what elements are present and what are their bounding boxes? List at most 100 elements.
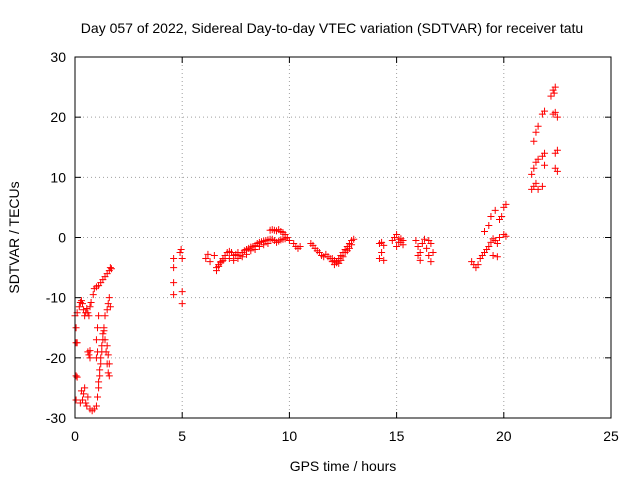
data-point [393, 243, 401, 251]
data-point [107, 265, 115, 273]
data-point [238, 253, 246, 261]
data-point [94, 393, 102, 401]
data-point [553, 113, 561, 121]
data-point [541, 107, 549, 115]
data-point [87, 298, 95, 306]
data-point [97, 360, 105, 368]
data-point [481, 227, 489, 235]
data-point [530, 137, 538, 145]
data-point [551, 108, 559, 116]
data-point [493, 240, 501, 248]
data-point [412, 237, 420, 245]
data-point [337, 256, 345, 264]
data-point [178, 255, 186, 263]
data-point [251, 246, 259, 254]
data-point [84, 309, 92, 317]
y-tick-label: 30 [50, 49, 66, 65]
data-point [92, 336, 100, 344]
data-point [532, 179, 540, 187]
y-tick-label: 20 [50, 109, 66, 125]
data-point [95, 312, 103, 320]
data-point [86, 347, 94, 355]
data-point [170, 264, 178, 272]
data-point [553, 146, 561, 154]
data-point [85, 312, 93, 320]
data-point [82, 399, 90, 407]
x-tick-label: 5 [178, 428, 186, 444]
data-point [84, 393, 92, 401]
data-point [418, 240, 426, 248]
data-point [528, 170, 536, 178]
data-point [104, 369, 112, 377]
data-point [547, 92, 555, 100]
data-point [498, 212, 506, 220]
data-point [339, 253, 347, 261]
data-point [375, 255, 383, 263]
data-point [83, 402, 91, 410]
data-point [429, 249, 437, 257]
y-tick-label: -30 [46, 410, 66, 426]
data-point [92, 402, 100, 410]
data-point [77, 297, 85, 305]
data-point [213, 267, 221, 275]
data-point [393, 230, 401, 238]
y-axis-label: SDTVAR / TECUs [6, 181, 22, 293]
data-point [104, 351, 112, 359]
data-point [395, 238, 403, 246]
data-point [100, 327, 108, 335]
data-point [502, 200, 510, 208]
data-point [530, 164, 538, 172]
data-point [420, 235, 428, 243]
data-point [425, 237, 433, 245]
data-point [493, 253, 501, 261]
data-point [72, 396, 80, 404]
data-point [101, 336, 109, 344]
data-point [92, 354, 100, 362]
data-point [485, 243, 493, 251]
data-point [99, 330, 107, 338]
data-point [178, 300, 186, 308]
data-point [105, 294, 113, 302]
data-point [79, 396, 87, 404]
data-point [534, 185, 542, 193]
data-point [170, 255, 178, 263]
grid-lines [75, 57, 611, 418]
data-point [96, 366, 104, 374]
data-point [215, 262, 223, 270]
data-point [380, 256, 388, 264]
data-point [474, 261, 482, 269]
data-point [94, 348, 102, 356]
data-point [230, 256, 238, 264]
data-point [414, 243, 422, 251]
data-point [95, 378, 103, 386]
data-point [234, 255, 242, 263]
chart-title: Day 057 of 2022, Sidereal Day-to-day VTE… [81, 20, 583, 36]
data-point [489, 252, 497, 260]
data-point [225, 255, 233, 263]
data-point [487, 238, 495, 246]
data-point [247, 247, 255, 255]
data-point [416, 256, 424, 264]
data-point [176, 249, 184, 257]
data-point [79, 300, 87, 308]
data-point [96, 372, 104, 380]
data-point [551, 83, 559, 91]
data-point [538, 182, 546, 190]
data-point [345, 244, 353, 252]
tick-labels: 0 5 10 15 20 25 -30 -20 -10 0 10 20 30 [46, 49, 619, 444]
data-point [106, 303, 114, 311]
data-point [296, 243, 304, 251]
data-point [83, 304, 91, 312]
data-point [414, 252, 422, 260]
data-point [264, 240, 272, 248]
data-point [72, 324, 80, 332]
data-points [71, 83, 561, 415]
plot-frame [74, 56, 612, 419]
data-point [105, 372, 113, 380]
data-point [487, 212, 495, 220]
data-point [86, 303, 94, 311]
data-point [243, 250, 251, 258]
data-point [206, 258, 214, 266]
data-point [425, 252, 433, 260]
data-point [106, 264, 114, 272]
